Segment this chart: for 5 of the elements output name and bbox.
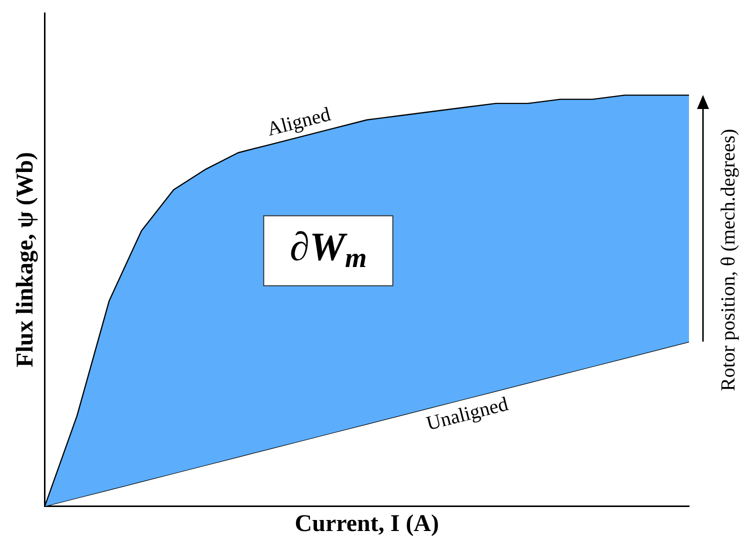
y2-axis-title: Rotor position, θ (mech.degrees) [718,128,740,391]
text: Aligned [264,103,333,141]
text: Unaligned [424,393,510,436]
y-axis-title: Flux linkage, ψ (Wb) [12,152,39,368]
x-axis-title: Current, I (A) [294,510,439,537]
